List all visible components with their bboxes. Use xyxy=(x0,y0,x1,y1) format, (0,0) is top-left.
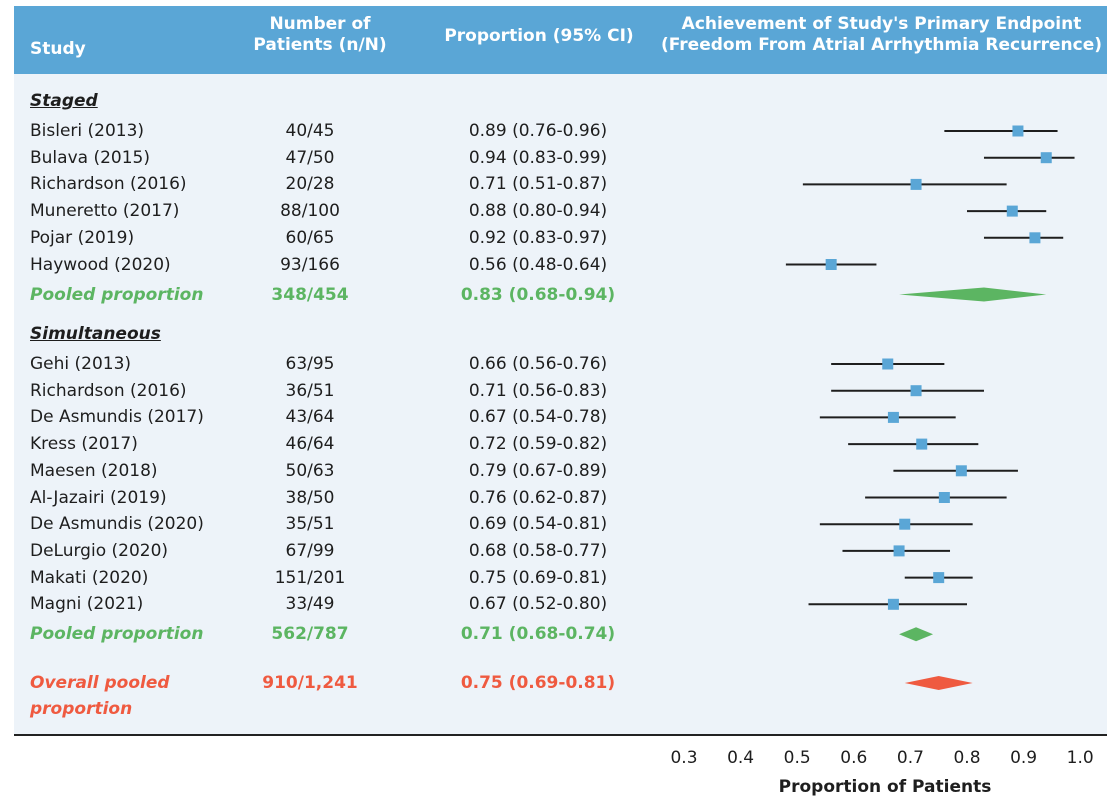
point-estimate xyxy=(1012,125,1024,137)
axis-baseline xyxy=(14,734,1107,736)
overall-pooled-ci: 0.75 (0.69-0.81) xyxy=(460,673,616,693)
x-tick-label: 0.3 xyxy=(670,748,697,768)
x-tick-label: 1.0 xyxy=(1067,748,1094,768)
x-tick-label: 0.6 xyxy=(840,748,867,768)
pooled-ci: 0.71 (0.68-0.74) xyxy=(460,624,616,645)
point-estimate xyxy=(882,358,894,370)
section-title: Simultaneous xyxy=(30,324,161,344)
overall-diamond xyxy=(904,676,973,690)
study-name: De Asmundis (2020) xyxy=(30,514,204,535)
point-estimate xyxy=(1029,232,1041,244)
patients-count: 35/51 xyxy=(285,514,335,535)
point-estimate xyxy=(916,438,928,450)
point-estimate xyxy=(899,518,911,530)
proportion-ci: 0.56 (0.48-0.64) xyxy=(468,254,608,275)
overall-pooled-label: Overall pooled proportion xyxy=(30,673,170,719)
study-name: Richardson (2016) xyxy=(30,174,187,195)
proportion-ci: 0.76 (0.62-0.87) xyxy=(468,487,608,508)
header-patients-line1: Number of xyxy=(269,14,371,34)
point-estimate xyxy=(825,259,837,270)
section-title: Staged xyxy=(30,91,98,111)
study-name: Haywood (2020) xyxy=(30,254,171,275)
x-tick-label: 0.8 xyxy=(953,748,980,768)
x-tick-label: 0.7 xyxy=(897,748,924,768)
pooled-count: 562/787 xyxy=(271,624,349,645)
header-endpoint: Achievement of Study's Primary Endpoint … xyxy=(654,14,1107,56)
pooled-label: Pooled proportion xyxy=(30,284,204,305)
proportion-ci: 0.88 (0.80-0.94) xyxy=(468,201,608,222)
study-name: Maesen (2018) xyxy=(30,460,158,481)
table-header: Study Number of Patients (n/N) Proportio… xyxy=(14,6,1107,74)
point-estimate xyxy=(933,572,945,584)
study-name: Bulava (2015) xyxy=(30,147,150,168)
proportion-ci: 0.66 (0.56-0.76) xyxy=(468,354,608,374)
proportion-ci: 0.79 (0.67-0.89) xyxy=(468,460,608,481)
pooled-diamond xyxy=(899,287,1047,302)
study-name: Kress (2017) xyxy=(30,434,138,455)
study-name: Muneretto (2017) xyxy=(30,201,180,222)
header-endpoint-line2: (Freedom From Atrial Arrhythmia Recurren… xyxy=(661,35,1102,55)
header-patients: Number of Patients (n/N) xyxy=(240,14,400,56)
study-name: Pojar (2019) xyxy=(30,227,135,248)
patients-count: 50/63 xyxy=(285,460,335,481)
study-name: Richardson (2016) xyxy=(30,380,187,401)
pooled-label: Pooled proportion xyxy=(30,624,204,645)
patients-count: 46/64 xyxy=(285,434,335,455)
proportion-ci: 0.72 (0.59-0.82) xyxy=(468,434,608,455)
study-name: Bisleri (2013) xyxy=(30,121,145,141)
proportion-ci: 0.92 (0.83-0.97) xyxy=(468,227,608,248)
proportion-ci: 0.94 (0.83-0.99) xyxy=(468,147,608,168)
point-estimate xyxy=(887,411,899,423)
study-name: Gehi (2013) xyxy=(30,354,132,374)
header-study: Study xyxy=(30,39,86,59)
proportion-ci: 0.67 (0.52-0.80) xyxy=(468,594,608,615)
patients-count: 40/45 xyxy=(285,121,335,141)
patients-count: 38/50 xyxy=(285,487,335,508)
x-tick-label: 0.5 xyxy=(784,748,811,768)
point-estimate xyxy=(893,545,905,557)
point-estimate xyxy=(910,385,922,397)
patients-count: 67/99 xyxy=(285,540,335,561)
proportion-ci: 0.68 (0.58-0.77) xyxy=(468,540,608,561)
study-name: Magni (2021) xyxy=(30,594,144,615)
proportion-ci: 0.75 (0.69-0.81) xyxy=(468,567,608,588)
header-proportion: Proportion (95% CI) xyxy=(444,26,634,46)
point-estimate xyxy=(910,178,922,190)
point-estimate xyxy=(1006,205,1018,217)
pooled-ci: 0.83 (0.68-0.94) xyxy=(460,284,616,305)
point-estimate xyxy=(938,492,950,503)
patients-count: 43/64 xyxy=(285,407,335,428)
study-name: Al-Jazairi (2019) xyxy=(30,487,167,508)
point-estimate xyxy=(887,598,899,610)
patients-count: 151/201 xyxy=(274,567,346,588)
proportion-ci: 0.69 (0.54-0.81) xyxy=(468,514,608,535)
patients-count: 36/51 xyxy=(285,380,335,401)
x-tick-label: 0.9 xyxy=(1010,748,1037,768)
study-name: DeLurgio (2020) xyxy=(30,540,169,561)
proportion-ci: 0.67 (0.54-0.78) xyxy=(468,407,608,428)
pooled-diamond xyxy=(899,627,934,642)
proportion-ci: 0.89 (0.76-0.96) xyxy=(468,121,608,141)
header-endpoint-line1: Achievement of Study's Primary Endpoint xyxy=(681,14,1082,34)
patients-count: 60/65 xyxy=(285,227,335,248)
proportion-ci: 0.71 (0.56-0.83) xyxy=(468,380,608,401)
patients-count: 47/50 xyxy=(285,147,335,168)
patients-count: 88/100 xyxy=(280,201,340,222)
overall-pooled-count: 910/1,241 xyxy=(262,673,358,693)
patients-count: 20/28 xyxy=(285,174,335,195)
x-axis-label: Proportion of Patients xyxy=(778,777,992,797)
point-estimate xyxy=(955,465,967,477)
study-name: Makati (2020) xyxy=(30,567,149,588)
patients-count: 63/95 xyxy=(285,354,335,374)
study-name: De Asmundis (2017) xyxy=(30,407,204,428)
patients-count: 93/166 xyxy=(280,254,340,275)
proportion-ci: 0.71 (0.51-0.87) xyxy=(468,174,608,195)
header-patients-line2: Patients (n/N) xyxy=(253,35,387,55)
patients-count: 33/49 xyxy=(285,594,335,615)
x-tick-label: 0.4 xyxy=(727,748,754,768)
pooled-count: 348/454 xyxy=(271,284,349,305)
point-estimate xyxy=(1040,152,1052,164)
